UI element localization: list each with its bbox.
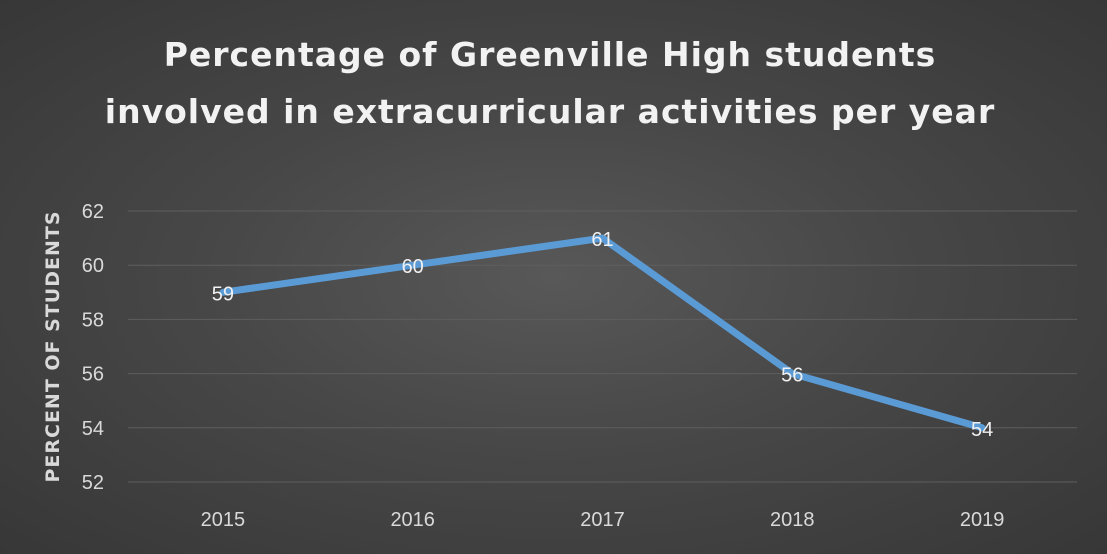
y-tick-label-60: 60 [82,255,104,277]
series-line-0 [219,234,986,432]
data-label-2015: 59 [212,283,234,305]
y-tick-label-56: 56 [82,364,104,386]
x-tick-label-2019: 2019 [960,509,1005,531]
data-label-2018: 56 [781,365,803,387]
x-tick-label-2018: 2018 [770,509,815,531]
x-tick-label-2015: 2015 [201,509,246,531]
y-axis-title: PERCENT OF STUDENTS [42,210,64,482]
y-tick-label-54: 54 [82,418,104,440]
y-tick-label-62: 62 [82,201,104,223]
data-label-2017: 61 [591,229,613,251]
data-label-2019: 54 [971,419,993,441]
chart-title: Percentage of Greenville High students i… [104,35,996,131]
x-tick-label-2016: 2016 [390,509,435,531]
y-tick-label-52: 52 [82,472,104,494]
data-label-2016: 60 [402,256,424,278]
y-tick-label-58: 58 [82,309,104,331]
x-tick-label-2017: 2017 [580,509,625,531]
